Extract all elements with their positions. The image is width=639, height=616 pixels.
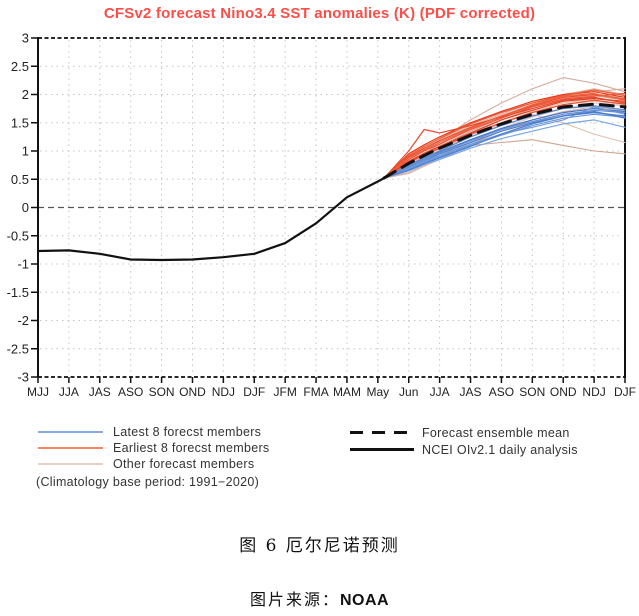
earliest8-member-line xyxy=(383,96,626,179)
latest8-member-line xyxy=(383,119,626,179)
y-tick-label: -1.5 xyxy=(7,285,29,300)
earliest8-line-swatch xyxy=(38,447,103,449)
y-tick-label: -1 xyxy=(17,257,29,272)
legend-label-earliest8: Earliest 8 forecst members xyxy=(113,441,270,455)
y-tick-label: 1 xyxy=(22,144,29,159)
x-tick-label: FMA xyxy=(303,385,328,399)
legend-item-ncei-analysis: NCEI OIv2.1 daily analysis xyxy=(350,441,578,458)
observed-line xyxy=(36,177,386,262)
other-line-swatch xyxy=(38,463,103,465)
ensemble-mean-line-swatch xyxy=(350,431,414,434)
y-tick-label: 2 xyxy=(22,87,29,102)
x-tick-label: May xyxy=(367,385,390,399)
x-tick-label: SON xyxy=(149,385,175,399)
earliest8-member-line xyxy=(383,89,626,179)
legend-item-other: Other forecast members xyxy=(38,456,269,472)
legend-members-column: Latest 8 forecst members Earliest 8 fore… xyxy=(36,424,269,489)
x-tick-label: OND xyxy=(550,385,577,399)
x-tick-label: OND xyxy=(179,385,206,399)
latest8-line-swatch xyxy=(38,431,103,433)
x-tick-label: Jun xyxy=(399,385,418,399)
x-tick-label: ASO xyxy=(118,385,143,399)
legend-label-latest8: Latest 8 forecst members xyxy=(113,425,262,439)
ncei-analysis-line-swatch xyxy=(350,448,414,451)
x-tick-label: ASO xyxy=(489,385,514,399)
x-tick-label: DJF xyxy=(614,385,636,399)
source-caption: 图片来源：NOAA xyxy=(0,586,639,610)
x-tick-label: SON xyxy=(519,385,545,399)
legend-label-ncei-analysis: NCEI OIv2.1 daily analysis xyxy=(422,442,578,457)
y-tick-label: 2.5 xyxy=(11,59,29,74)
y-tick-label: 3 xyxy=(22,31,29,46)
other-member-line xyxy=(383,106,626,179)
legend-item-ensemble-mean: Forecast ensemble mean xyxy=(350,424,578,441)
legend-item-latest8: Latest 8 forecst members xyxy=(38,424,269,440)
x-tick-label: JJA xyxy=(59,385,79,399)
legend-label-other: Other forecast members xyxy=(113,457,255,471)
y-tick-label: 1.5 xyxy=(11,115,29,130)
legend-analysis-column: Forecast ensemble mean NCEI OIv2.1 daily… xyxy=(350,424,578,458)
x-tick-label: MJJ xyxy=(27,385,49,399)
x-tick-label: JFM xyxy=(273,385,296,399)
x-tick-label: MAM xyxy=(333,385,361,399)
y-tick-label: -2 xyxy=(17,313,29,328)
x-tick-label: NDJ xyxy=(582,385,605,399)
y-tick-label: -0.5 xyxy=(7,228,29,243)
x-tick-label: DJF xyxy=(243,385,265,399)
figure-caption: 图 6 厄尔尼诺预测 xyxy=(239,536,400,556)
latest8-member-line xyxy=(383,110,626,179)
latest8-member-line xyxy=(383,105,626,179)
y-tick-label: -3 xyxy=(17,370,29,385)
earliest8-member-line xyxy=(383,92,626,179)
source-caption-name: NOAA xyxy=(339,592,390,609)
x-tick-label: JAS xyxy=(460,385,482,399)
source-caption-prefix: 图片来源： xyxy=(249,590,340,609)
y-tick-label: 0.5 xyxy=(11,172,29,187)
legend-item-earliest8: Earliest 8 forecst members xyxy=(38,440,269,456)
chart-title: CFSv2 forecast Nino3.4 SST anomalies (K)… xyxy=(103,5,536,22)
latest8-member-line xyxy=(383,109,626,179)
x-tick-label: JAS xyxy=(89,385,111,399)
y-tick-label: 0 xyxy=(22,200,29,215)
legend-label-ensemble-mean: Forecast ensemble mean xyxy=(422,425,570,440)
earliest8-member-line xyxy=(383,97,626,179)
climatology-note: (Climatology base period: 1991−2020) xyxy=(36,475,260,489)
x-tick-label: NDJ xyxy=(212,385,235,399)
earliest8-member-line xyxy=(383,92,626,179)
ensemble-mean-line xyxy=(382,102,627,180)
y-tick-label: -2.5 xyxy=(7,341,29,356)
x-tick-label: JJA xyxy=(430,385,450,399)
